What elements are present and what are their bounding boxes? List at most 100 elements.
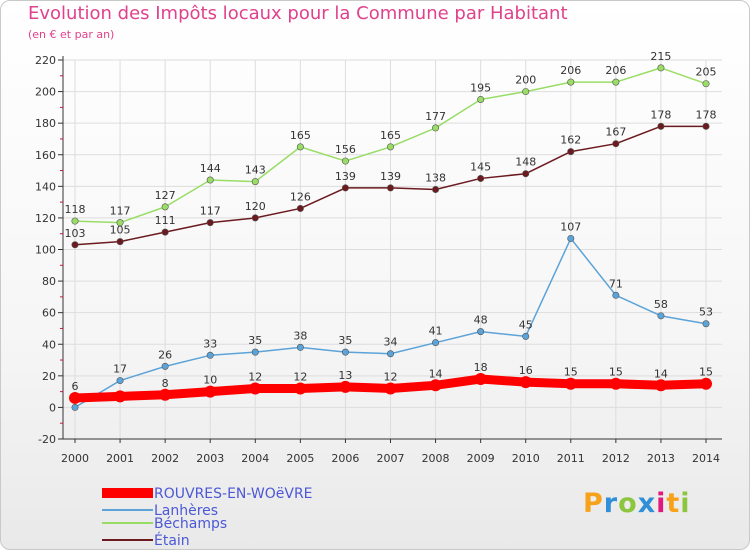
logo-letter: t bbox=[666, 488, 681, 519]
data-point bbox=[161, 228, 169, 236]
data-label: 165 bbox=[290, 129, 311, 142]
y-tick-label: -20 bbox=[38, 433, 56, 446]
data-point bbox=[116, 377, 124, 385]
data-label: 105 bbox=[110, 224, 131, 237]
series-3: 118 117 127 144 143 165 156 165 177 195 200 206 206 2… bbox=[65, 50, 717, 227]
data-label: 17 bbox=[113, 363, 127, 376]
legend-label: Lanhères bbox=[154, 503, 218, 519]
data-point bbox=[429, 379, 442, 392]
data-label: 138 bbox=[425, 171, 446, 184]
data-label: 205 bbox=[696, 66, 717, 79]
data-label: 148 bbox=[515, 156, 536, 169]
data-point bbox=[341, 184, 349, 192]
x-tick-label: 2000 bbox=[61, 452, 89, 465]
data-point bbox=[654, 379, 667, 392]
y-tick-label: 60 bbox=[42, 307, 56, 320]
data-label: 126 bbox=[290, 190, 311, 203]
logo-letter: i bbox=[656, 488, 667, 519]
legend-label: ROUVRES-EN-WOëVRE bbox=[154, 486, 313, 502]
data-label: 15 bbox=[699, 366, 713, 379]
data-point bbox=[477, 328, 485, 336]
x-tick-label: 2013 bbox=[647, 452, 675, 465]
data-label: 71 bbox=[609, 277, 623, 290]
data-label: 53 bbox=[699, 306, 713, 319]
data-label: 18 bbox=[474, 361, 488, 374]
data-point bbox=[519, 376, 532, 389]
data-label: 15 bbox=[609, 366, 623, 379]
data-point bbox=[294, 382, 307, 395]
data-label: 195 bbox=[470, 81, 491, 94]
data-point bbox=[522, 170, 530, 178]
data-point bbox=[159, 388, 172, 401]
data-label: 6 bbox=[72, 380, 79, 393]
data-point bbox=[522, 88, 530, 96]
y-tick-label: 180 bbox=[35, 117, 56, 130]
data-label: 34 bbox=[384, 336, 398, 349]
data-label: 162 bbox=[560, 134, 581, 147]
data-label: 12 bbox=[384, 370, 398, 383]
y-tick-label: 160 bbox=[35, 149, 56, 162]
data-point bbox=[296, 143, 304, 151]
data-point bbox=[341, 157, 349, 165]
logo-letter: r bbox=[603, 488, 619, 519]
x-tick-label: 2001 bbox=[106, 452, 134, 465]
data-label: 33 bbox=[203, 337, 217, 350]
data-label: 206 bbox=[605, 64, 626, 77]
data-label: 118 bbox=[65, 203, 86, 216]
data-label: 41 bbox=[429, 325, 443, 338]
data-point bbox=[564, 377, 577, 390]
y-tick-label: 20 bbox=[42, 370, 56, 383]
data-point bbox=[612, 291, 620, 299]
data-label: 127 bbox=[155, 189, 176, 202]
data-label: 14 bbox=[429, 367, 443, 380]
data-point bbox=[341, 348, 349, 356]
x-tick-label: 2012 bbox=[602, 452, 630, 465]
data-label: 145 bbox=[470, 160, 491, 173]
y-tick-label: 200 bbox=[35, 86, 56, 99]
x-tick-label: 2014 bbox=[692, 452, 720, 465]
data-label: 206 bbox=[560, 64, 581, 77]
data-point bbox=[474, 372, 487, 385]
data-point bbox=[384, 382, 397, 395]
data-point bbox=[702, 122, 710, 130]
data-label: 156 bbox=[335, 143, 356, 156]
data-label: 16 bbox=[519, 364, 533, 377]
data-point bbox=[657, 64, 665, 72]
series-1: 6 8 10 12 12 13 12 14 18 16 15 15 14 15 bbox=[69, 361, 713, 404]
data-point bbox=[432, 124, 440, 132]
legend-label: Étain bbox=[154, 532, 190, 549]
data-point bbox=[116, 219, 124, 227]
data-point bbox=[386, 350, 394, 358]
y-tick-label: 140 bbox=[35, 180, 56, 193]
x-tick-label: 2007 bbox=[377, 452, 405, 465]
logo-letter: x bbox=[637, 488, 657, 519]
y-tick-label: 120 bbox=[35, 212, 56, 225]
data-point bbox=[477, 95, 485, 103]
data-point bbox=[161, 362, 169, 370]
data-point bbox=[702, 320, 710, 328]
data-label: 139 bbox=[335, 170, 356, 183]
x-tick-label: 2006 bbox=[331, 452, 359, 465]
data-point bbox=[567, 234, 575, 242]
data-label: 117 bbox=[110, 205, 131, 218]
data-label: 35 bbox=[248, 334, 262, 347]
data-label: 12 bbox=[293, 370, 307, 383]
y-tick-label: 220 bbox=[35, 54, 56, 67]
data-point bbox=[702, 80, 710, 88]
data-label: 165 bbox=[380, 129, 401, 142]
y-tick-label: 100 bbox=[35, 244, 56, 257]
logo-letter: o bbox=[618, 488, 638, 519]
data-label: 120 bbox=[245, 200, 266, 213]
data-point bbox=[386, 184, 394, 192]
data-label: 178 bbox=[696, 108, 717, 121]
data-label: 167 bbox=[605, 126, 626, 139]
data-point bbox=[71, 217, 79, 225]
data-point bbox=[204, 385, 217, 398]
x-tick-label: 2005 bbox=[286, 452, 314, 465]
data-label: 14 bbox=[654, 367, 668, 380]
chart-title: Evolution des Impôts locaux pour la Comm… bbox=[28, 3, 568, 24]
data-point bbox=[386, 143, 394, 151]
data-label: 58 bbox=[654, 298, 668, 311]
